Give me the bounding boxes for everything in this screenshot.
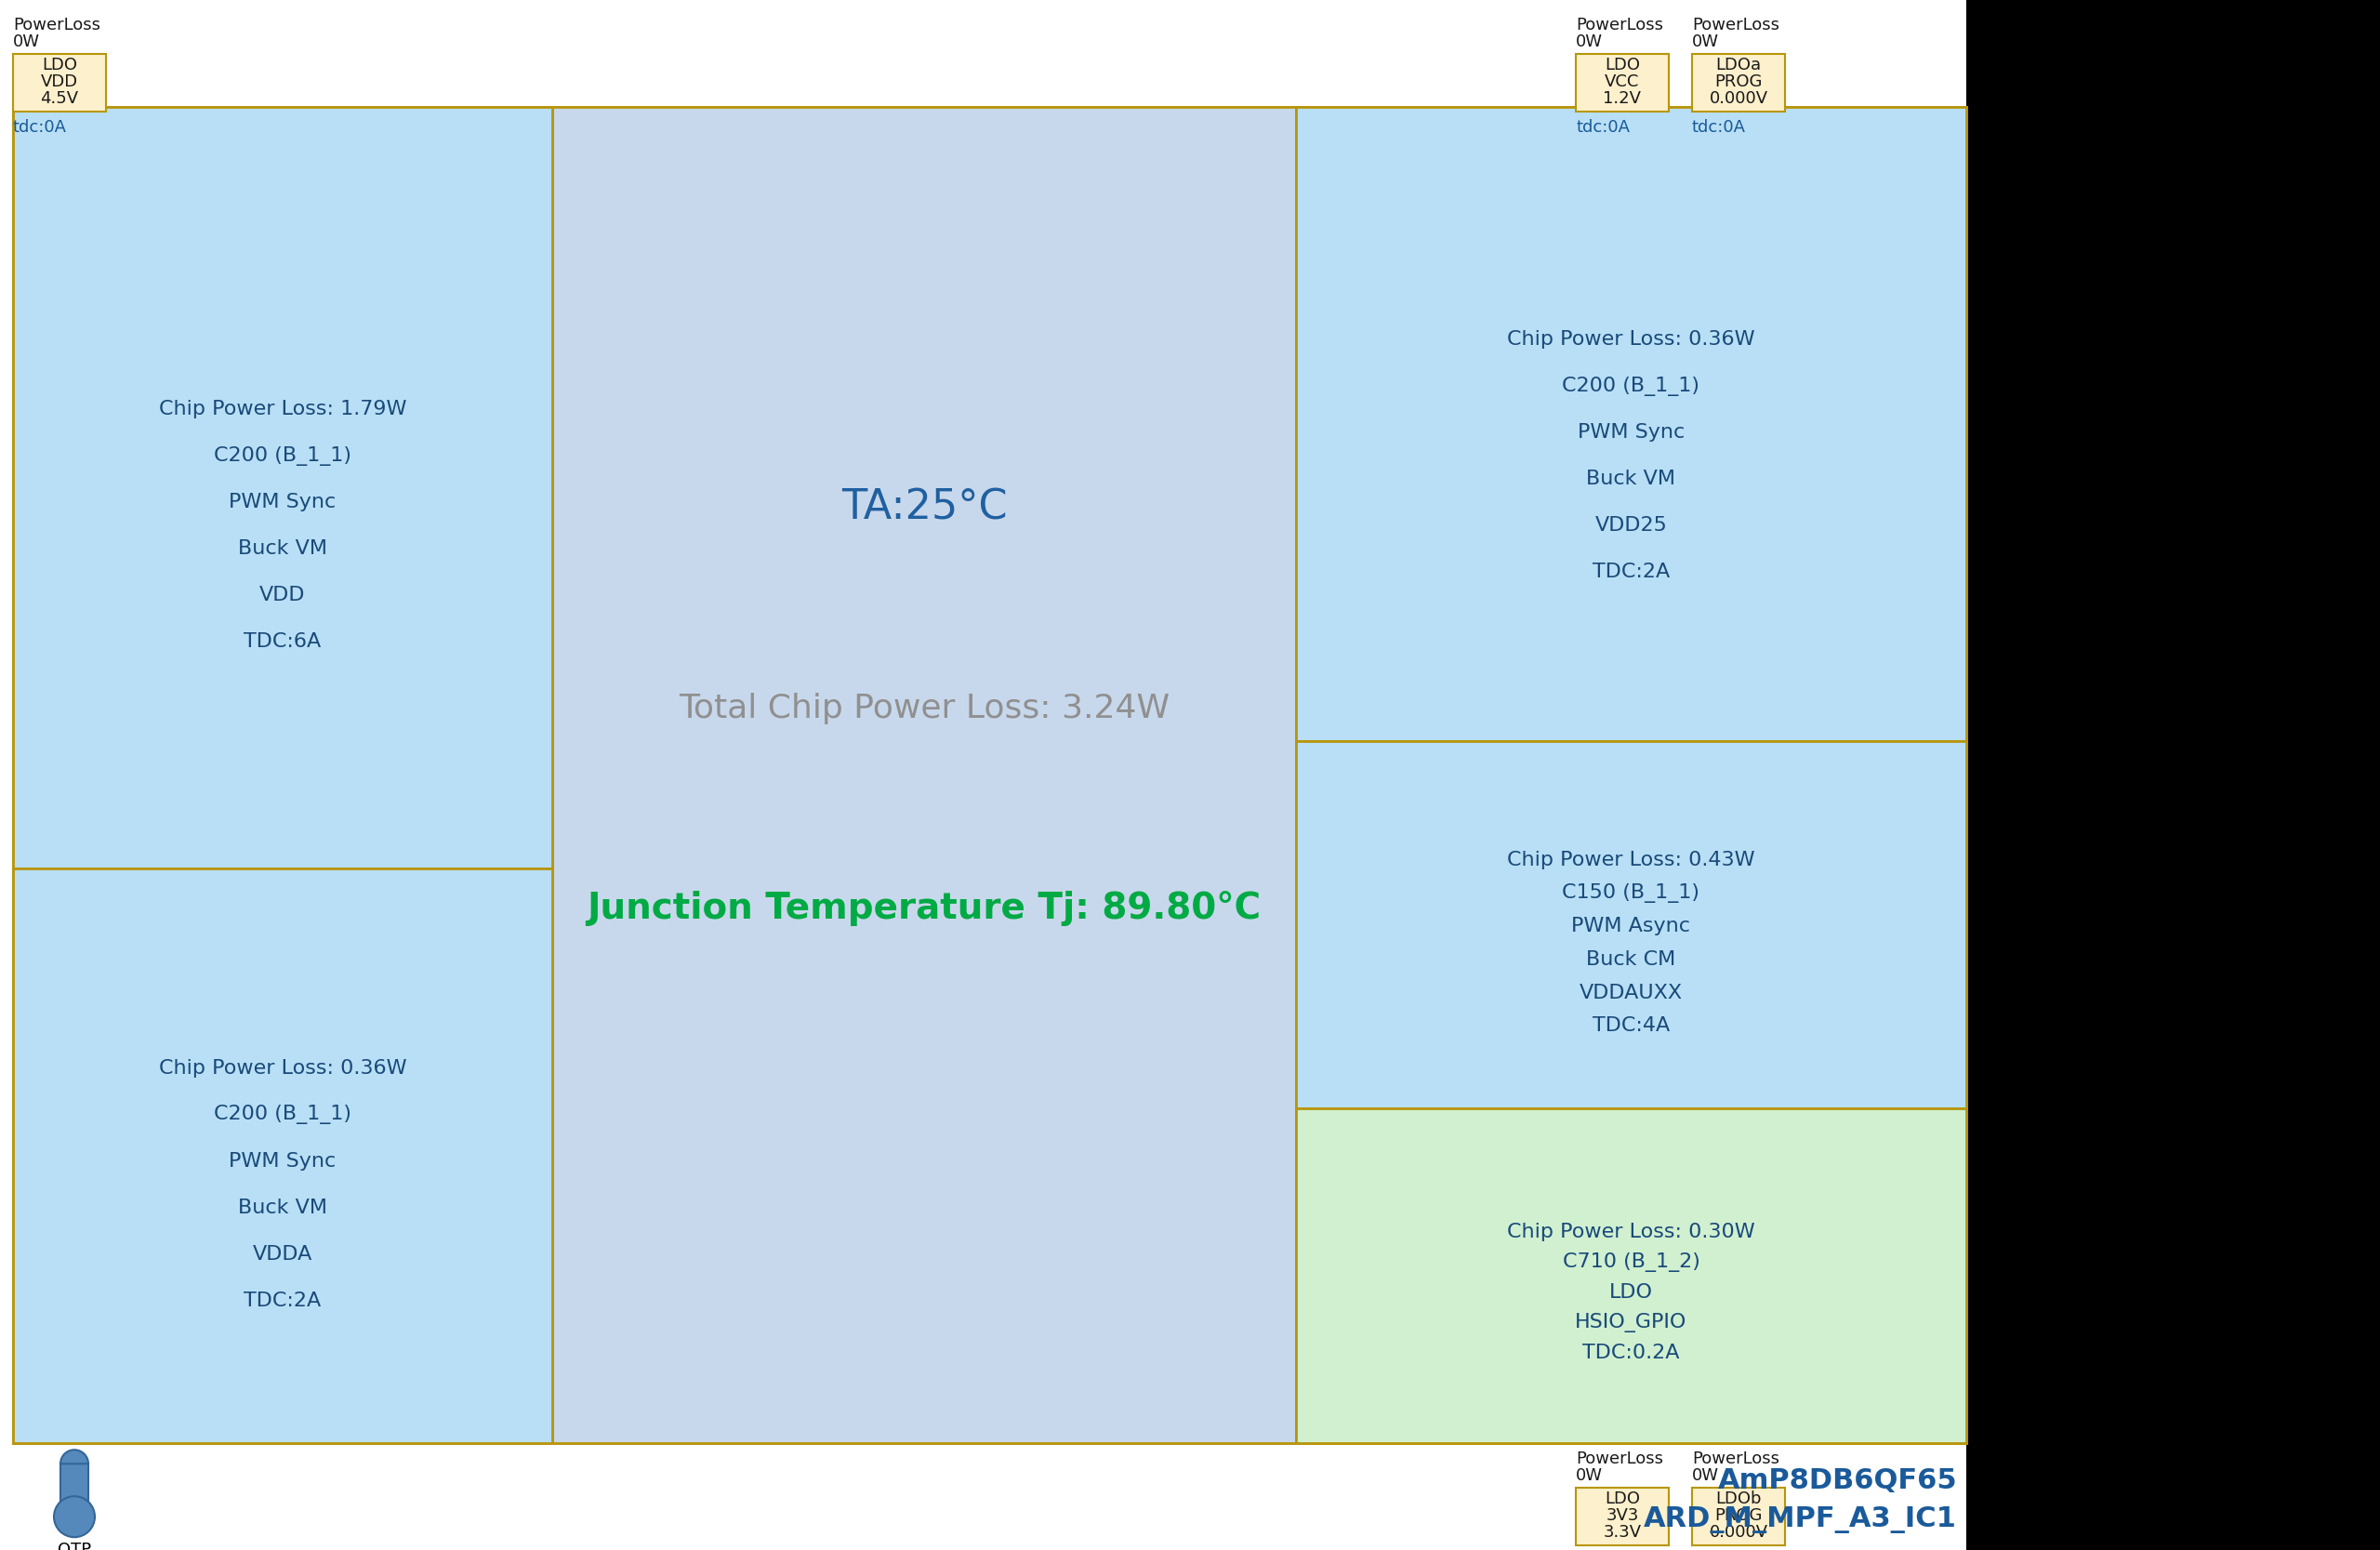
Text: 3.3V: 3.3V <box>1604 1524 1642 1541</box>
Text: 0W: 0W <box>12 34 40 50</box>
Text: PowerLoss: PowerLoss <box>1692 1451 1780 1468</box>
Bar <box>1692 54 1785 112</box>
Bar <box>1297 1108 1966 1443</box>
Bar <box>12 868 552 1443</box>
Text: LDOa: LDOa <box>1716 57 1761 74</box>
Text: LDO: LDO <box>1604 1491 1640 1508</box>
Text: Junction Temperature Tj: 89.80°C: Junction Temperature Tj: 89.80°C <box>588 891 1261 927</box>
Text: Chip Power Loss: 0.43W: Chip Power Loss: 0.43W <box>1507 851 1754 870</box>
Bar <box>1297 741 1966 1108</box>
Text: tdc:0A: tdc:0A <box>1692 119 1747 136</box>
Bar <box>1692 1488 1785 1545</box>
Text: 0W: 0W <box>1576 34 1602 50</box>
Text: VDDAUXX: VDDAUXX <box>1580 983 1683 1001</box>
Text: VCC: VCC <box>1604 73 1640 90</box>
Text: PROG: PROG <box>1714 1507 1764 1524</box>
Bar <box>12 107 552 868</box>
Text: PWM Sync: PWM Sync <box>1578 423 1685 442</box>
Text: TDC:4A: TDC:4A <box>1592 1017 1671 1035</box>
Text: VDD: VDD <box>40 73 79 90</box>
Text: PowerLoss: PowerLoss <box>1692 17 1780 34</box>
Bar <box>12 107 1966 1443</box>
Text: PWM Sync: PWM Sync <box>228 493 336 512</box>
Text: TDC:2A: TDC:2A <box>1592 563 1671 581</box>
Text: VDD25: VDD25 <box>1595 516 1668 535</box>
Text: 3V3: 3V3 <box>1606 1507 1640 1524</box>
Text: OTP
125°C: OTP 125°C <box>48 1542 100 1550</box>
Text: Buck VM: Buck VM <box>1587 470 1676 488</box>
Text: LDO: LDO <box>1609 1283 1654 1302</box>
Text: C200 (B_1_1): C200 (B_1_1) <box>214 1105 352 1124</box>
Text: HSIO_GPIO: HSIO_GPIO <box>1576 1313 1687 1333</box>
Text: Chip Power Loss: 1.79W: Chip Power Loss: 1.79W <box>159 400 407 419</box>
Text: 0.000V: 0.000V <box>1709 1524 1768 1541</box>
Text: TDC:2A: TDC:2A <box>243 1291 321 1310</box>
Bar <box>1966 0 2380 1550</box>
Circle shape <box>55 1496 95 1538</box>
Text: C200 (B_1_1): C200 (B_1_1) <box>1561 377 1699 395</box>
Text: C150 (B_1_1): C150 (B_1_1) <box>1561 884 1699 904</box>
Bar <box>60 1463 88 1517</box>
Text: PROG: PROG <box>1714 73 1764 90</box>
Text: 0W: 0W <box>1576 1468 1602 1483</box>
Bar <box>12 54 107 112</box>
Text: VDDA: VDDA <box>252 1245 312 1263</box>
Text: PowerLoss: PowerLoss <box>1576 1451 1664 1468</box>
Text: AmP8DB6QF65: AmP8DB6QF65 <box>1718 1466 1956 1494</box>
Text: Chip Power Loss: 0.36W: Chip Power Loss: 0.36W <box>1507 330 1754 349</box>
Wedge shape <box>60 1449 88 1463</box>
Bar <box>552 107 1297 1443</box>
Text: 4.5V: 4.5V <box>40 90 79 107</box>
Text: tdc:0A: tdc:0A <box>1576 119 1630 136</box>
Text: LDO: LDO <box>1604 57 1640 74</box>
Text: C710 (B_1_2): C710 (B_1_2) <box>1561 1252 1699 1273</box>
Text: TDC:0.2A: TDC:0.2A <box>1583 1344 1680 1362</box>
Bar <box>1297 107 1966 741</box>
Text: 0W: 0W <box>1692 1468 1718 1483</box>
Text: TA:25°C: TA:25°C <box>840 488 1007 527</box>
Text: PowerLoss: PowerLoss <box>1576 17 1664 34</box>
Text: LDOb: LDOb <box>1716 1491 1761 1508</box>
Text: Total Chip Power Loss: 3.24W: Total Chip Power Loss: 3.24W <box>678 693 1169 724</box>
Text: tdc:0A: tdc:0A <box>12 119 67 136</box>
Text: PWM Async: PWM Async <box>1571 918 1690 936</box>
Text: C200 (B_1_1): C200 (B_1_1) <box>214 446 352 467</box>
Text: Chip Power Loss: 0.36W: Chip Power Loss: 0.36W <box>159 1059 407 1077</box>
Text: 1.2V: 1.2V <box>1604 90 1642 107</box>
Text: Buck VM: Buck VM <box>238 1198 328 1217</box>
Bar <box>1576 1488 1668 1545</box>
Text: Buck VM: Buck VM <box>238 539 328 558</box>
Text: ARD_M_MPF_A3_IC1: ARD_M_MPF_A3_IC1 <box>1645 1507 1956 1533</box>
Text: PWM Sync: PWM Sync <box>228 1152 336 1170</box>
Text: 0W: 0W <box>1692 34 1718 50</box>
Text: PowerLoss: PowerLoss <box>12 17 100 34</box>
Bar <box>1576 54 1668 112</box>
Text: LDO: LDO <box>43 57 76 74</box>
Text: Buck CM: Buck CM <box>1587 950 1676 969</box>
Text: VDD: VDD <box>259 586 305 604</box>
Text: TDC:6A: TDC:6A <box>243 632 321 651</box>
Text: 0.000V: 0.000V <box>1709 90 1768 107</box>
Text: Chip Power Loss: 0.30W: Chip Power Loss: 0.30W <box>1507 1223 1754 1242</box>
